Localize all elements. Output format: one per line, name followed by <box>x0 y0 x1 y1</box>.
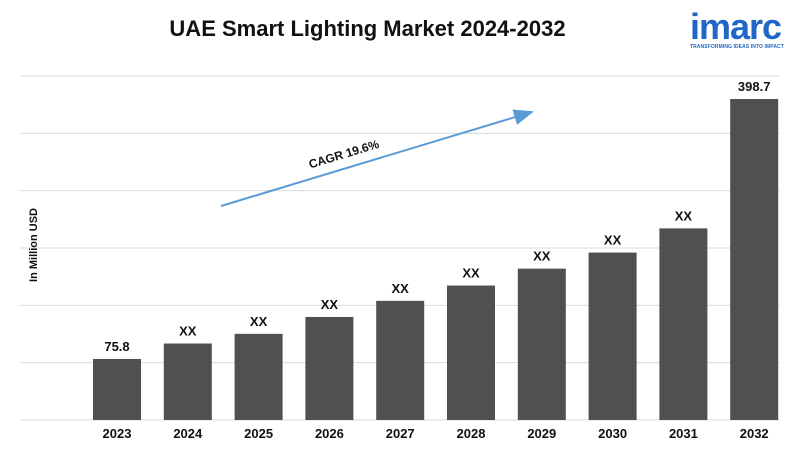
data-label-2024: XX <box>179 324 197 339</box>
x-tick-2028: 2028 <box>457 426 486 441</box>
x-tick-2025: 2025 <box>244 426 273 441</box>
x-tick-2024: 2024 <box>173 426 203 441</box>
x-tick-labels: 2023 2024 2025 2026 2027 2028 2029 2030 2031 2032 <box>103 426 769 441</box>
bar-2023 <box>93 358 141 420</box>
data-labels: 75.8 XX XX XX XX XX XX XX XX 398.7 <box>104 79 770 354</box>
cagr-arrow <box>220 109 534 207</box>
x-tick-2032: 2032 <box>740 426 769 441</box>
bar-2026 <box>305 316 354 420</box>
logo-wordmark: imarc <box>690 6 782 47</box>
data-label-2023: 75.8 <box>104 339 129 354</box>
x-tick-2023: 2023 <box>103 426 132 441</box>
y-axis-label: In Million USD <box>28 208 40 282</box>
bar-2028 <box>447 285 495 420</box>
cagr-annotation: CAGR 19.6% <box>220 109 534 207</box>
x-tick-2030: 2030 <box>598 426 627 441</box>
data-label-2025: XX <box>250 314 268 329</box>
bar-2027 <box>376 300 425 420</box>
data-label-2030: XX <box>604 233 622 248</box>
bar-2032 <box>730 99 779 420</box>
x-tick-2031: 2031 <box>669 426 698 441</box>
bar-2030 <box>588 252 637 420</box>
data-label-2028: XX <box>462 266 480 281</box>
data-label-2029: XX <box>533 249 551 264</box>
bar-2024 <box>163 343 212 420</box>
bar-2029 <box>517 268 566 420</box>
x-tick-2029: 2029 <box>527 426 556 441</box>
x-tick-2027: 2027 <box>386 426 415 441</box>
logo-tagline: TRANSFORMING IDEAS INTO IMPACT <box>690 44 784 50</box>
data-label-2026: XX <box>321 297 339 312</box>
bars <box>93 99 779 420</box>
x-tick-2026: 2026 <box>315 426 344 441</box>
cagr-label: CAGR 19.6% <box>307 137 381 172</box>
chart-title: UAE Smart Lighting Market 2024-2032 <box>169 16 566 41</box>
data-label-2027: XX <box>392 281 410 296</box>
bar-2025 <box>234 333 283 420</box>
imarc-logo: imarc TRANSFORMING IDEAS INTO IMPACT <box>690 6 790 51</box>
bar-2031 <box>659 228 708 420</box>
data-label-2032: 398.7 <box>738 79 771 94</box>
data-label-2031: XX <box>675 208 693 223</box>
